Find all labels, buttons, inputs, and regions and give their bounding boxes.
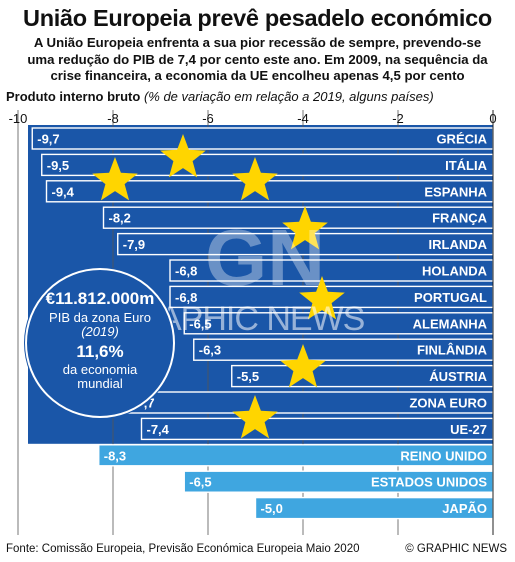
bar-value-label: -6,5: [189, 475, 211, 490]
bar-category-label: GRÉCIA: [436, 132, 487, 147]
chart-title: União Europeia prevê pesadelo económico: [23, 5, 492, 31]
axis-title-sub: (% de variação em relação a 2019, alguns…: [143, 89, 434, 104]
eu-star-icon: [232, 395, 278, 439]
callout-percent: 11,6%: [76, 342, 124, 361]
eu-star-icon: [280, 344, 326, 388]
graphic-news-logo: GN: [205, 213, 325, 302]
callout-line-3: da economia: [62, 362, 138, 377]
bar: [31, 127, 494, 150]
bar-category-label: FINLÂNDIA: [417, 343, 488, 358]
bar-value-label: -9,7: [37, 132, 59, 147]
bar-value-label: -6,8: [175, 264, 197, 279]
bar-value-label: -9,5: [47, 158, 69, 173]
credit: © GRAPHIC NEWS: [405, 543, 507, 555]
subtitle-line-1: A União Europeia enfrenta a sua pior rec…: [33, 35, 482, 50]
bar-category-label: REINO UNIDO: [400, 448, 487, 463]
subtitle-line-3: crise financeira, a economia da UE encol…: [50, 68, 465, 83]
callout-line-1: PIB da zona Euro: [49, 310, 151, 325]
eurozone-gdp-callout: €11.812.000m PIB da zona Euro (2019) 11,…: [25, 268, 175, 418]
callout-amount: €11.812.000m: [45, 289, 155, 308]
x-tick-label: -4: [297, 111, 309, 126]
subtitle-line-2: uma redução do PIB de 7,4 por cento este…: [27, 51, 488, 67]
axis-title-main: Produto interno bruto: [6, 89, 141, 104]
bar-value-label: -7,9: [123, 237, 145, 252]
x-tick-label: -10: [9, 111, 28, 126]
bar-category-label: ESTADOS UNIDOS: [371, 475, 487, 490]
bar-value-label: -6,8: [175, 290, 197, 305]
bar-value-label: -6,5: [189, 316, 211, 331]
callout-line-4: mundial: [77, 376, 123, 391]
eu-star-icon: [232, 157, 278, 201]
bar-category-label: HOLANDA: [422, 264, 488, 279]
bar-category-label: JAPÃO: [442, 501, 487, 516]
bar-category-label: PORTUGAL: [414, 290, 487, 305]
bar-value-label: -8,2: [109, 211, 131, 226]
bar-category-label: ÁUSTRIA: [429, 369, 487, 384]
axis-title: Produto interno bruto (% de variação em …: [6, 89, 434, 104]
eu-star-icon: [160, 134, 206, 178]
bar-category-label: ZONA EURO: [409, 396, 487, 411]
bar-value-label: -6,3: [199, 343, 221, 358]
bar-category-label: FRANÇA: [432, 211, 487, 226]
x-tick-label: -2: [392, 111, 404, 126]
x-tick-label: -8: [107, 111, 119, 126]
bar-value-label: -5,5: [237, 369, 259, 384]
bar-value-label: -8,3: [104, 448, 126, 463]
source-note: Fonte: Comissão Europeia, Previsão Econó…: [6, 543, 360, 555]
bar: [140, 417, 494, 441]
bar-value-label: -9,4: [52, 184, 75, 199]
eu-star-icon: [282, 206, 328, 250]
bar-category-label: UE-27: [450, 422, 487, 437]
chart-subtitle: A União Europeia enfrenta a sua pior rec…: [4, 35, 511, 85]
callout-year: (2019): [81, 324, 119, 339]
bar-value-label: -7,4: [147, 422, 170, 437]
eu-star-icon: [299, 276, 345, 320]
bar-category-label: ALEMANHA: [413, 316, 488, 331]
bar-category-label: IRLANDA: [429, 237, 488, 252]
bar-category-label: ITÁLIA: [445, 158, 487, 173]
x-tick-label: -6: [202, 111, 214, 126]
bar-category-label: ESPANHA: [424, 184, 487, 199]
eu-star-icon: [92, 157, 138, 201]
logo-glyph: GN: [205, 213, 325, 302]
bar-value-label: -5,0: [261, 501, 283, 516]
